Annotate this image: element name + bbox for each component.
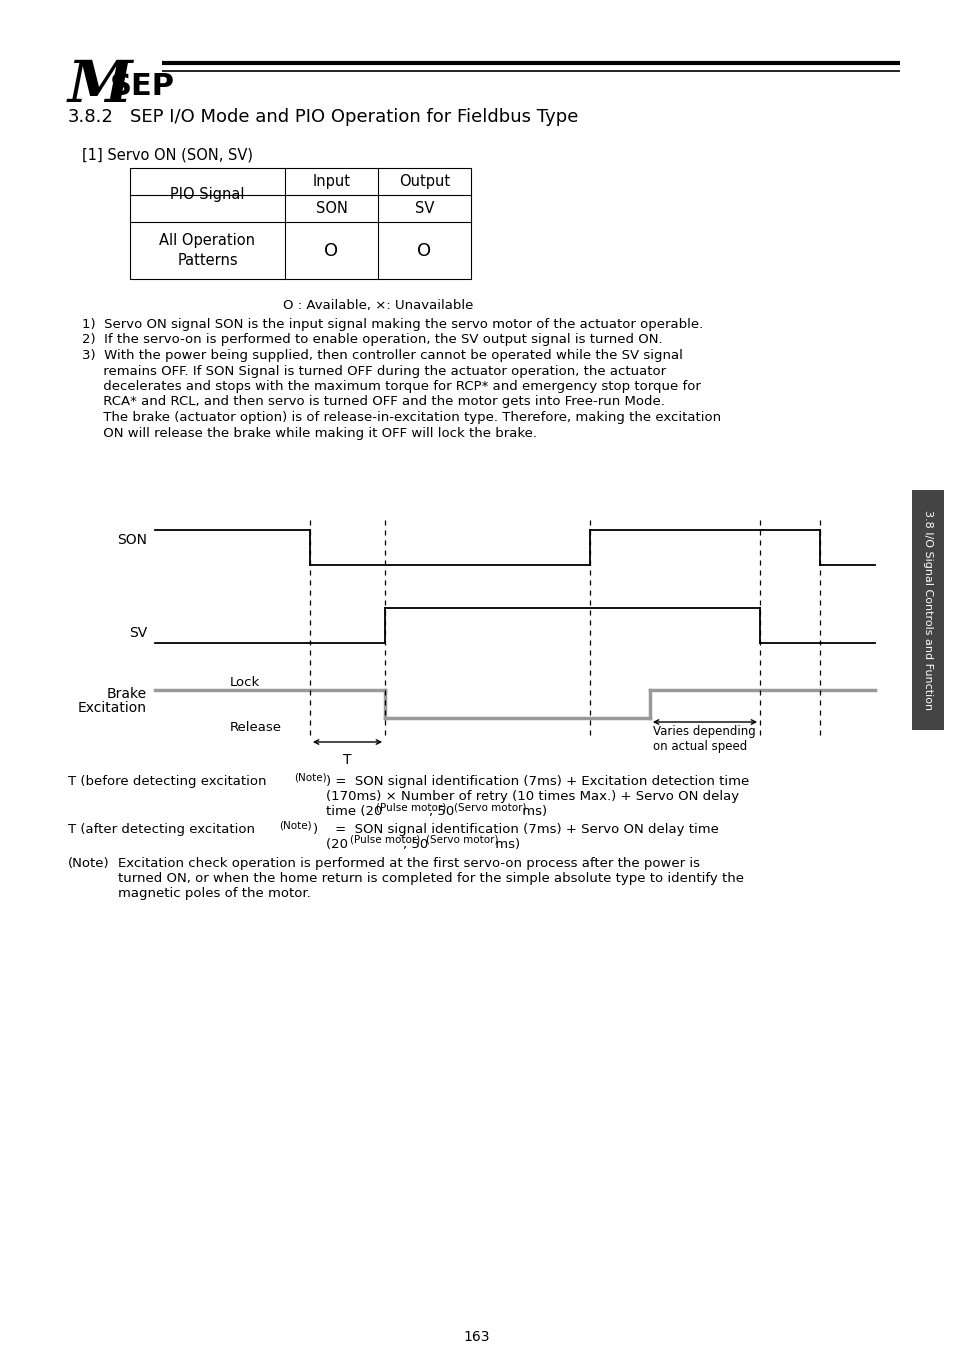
- Text: decelerates and stops with the maximum torque for RCP* and emergency stop torque: decelerates and stops with the maximum t…: [82, 379, 700, 393]
- Text: remains OFF. If SON Signal is turned OFF during the actuator operation, the actu: remains OFF. If SON Signal is turned OFF…: [82, 364, 665, 378]
- Text: SON: SON: [117, 533, 147, 547]
- Text: , 50: , 50: [429, 805, 458, 818]
- Text: SEP: SEP: [110, 72, 174, 101]
- Text: T: T: [343, 753, 352, 767]
- Text: 1)  Servo ON signal SON is the input signal making the servo motor of the actuat: 1) Servo ON signal SON is the input sign…: [82, 319, 702, 331]
- Text: (Servo motor): (Servo motor): [454, 802, 526, 811]
- Text: T (after detecting excitation: T (after detecting excitation: [68, 824, 259, 836]
- Text: SV: SV: [415, 201, 434, 216]
- Text: T (before detecting excitation: T (before detecting excitation: [68, 775, 271, 788]
- Text: 3.8 I/O Signal Controls and Function: 3.8 I/O Signal Controls and Function: [923, 510, 932, 710]
- Text: 3)  With the power being supplied, then controller cannot be operated while the : 3) With the power being supplied, then c…: [82, 350, 682, 362]
- Text: ON will release the brake while making it OFF will lock the brake.: ON will release the brake while making i…: [82, 427, 537, 440]
- Text: Excitation check operation is performed at the first servo-on process after the : Excitation check operation is performed …: [118, 857, 700, 869]
- Text: time (20: time (20: [326, 805, 386, 818]
- Text: (Note): (Note): [294, 772, 326, 782]
- Text: Input: Input: [313, 174, 350, 189]
- Text: SON: SON: [315, 201, 347, 216]
- Text: [1] Servo ON (SON, SV): [1] Servo ON (SON, SV): [82, 148, 253, 163]
- Text: SEP I/O Mode and PIO Operation for Fieldbus Type: SEP I/O Mode and PIO Operation for Field…: [130, 108, 578, 126]
- Text: O: O: [417, 242, 431, 259]
- Bar: [911, 490, 943, 730]
- Text: (20: (20: [326, 838, 352, 850]
- Text: Brake: Brake: [107, 687, 147, 701]
- Text: (170ms) × Number of retry (10 times Max.) + Servo ON delay: (170ms) × Number of retry (10 times Max.…: [326, 790, 739, 803]
- Text: M: M: [68, 58, 132, 115]
- Text: The brake (actuator option) is of release-in-excitation type. Therefore, making : The brake (actuator option) is of releas…: [82, 410, 720, 424]
- Bar: [130, 167, 471, 279]
- Text: Release: Release: [230, 721, 282, 734]
- Text: O: O: [324, 242, 338, 259]
- Text: turned ON, or when the home return is completed for the simple absolute type to : turned ON, or when the home return is co…: [118, 872, 743, 886]
- Text: (Pulse motor): (Pulse motor): [350, 836, 420, 845]
- Text: (Servo motor): (Servo motor): [426, 836, 498, 845]
- Text: (Pulse motor): (Pulse motor): [375, 802, 446, 811]
- Text: O : Available, ×: Unavailable: O : Available, ×: Unavailable: [282, 298, 473, 312]
- Text: 2)  If the servo-on is performed to enable operation, the SV output signal is tu: 2) If the servo-on is performed to enabl…: [82, 333, 662, 347]
- Text: (Note): (Note): [278, 819, 312, 830]
- Text: All Operation
Patterns: All Operation Patterns: [159, 234, 255, 267]
- Text: RCA* and RCL, and then servo is turned OFF and the motor gets into Free-run Mode: RCA* and RCL, and then servo is turned O…: [82, 396, 664, 409]
- Text: 163: 163: [463, 1330, 490, 1345]
- Text: ) =  SON signal identification (7ms) + Excitation detection time: ) = SON signal identification (7ms) + Ex…: [326, 775, 748, 788]
- Text: ms): ms): [517, 805, 547, 818]
- Text: Lock: Lock: [230, 676, 260, 688]
- Text: SV: SV: [129, 626, 147, 640]
- Text: ms): ms): [491, 838, 519, 850]
- Text: 3.8.2: 3.8.2: [68, 108, 113, 126]
- Text: Output: Output: [398, 174, 450, 189]
- Text: Excitation: Excitation: [78, 701, 147, 716]
- Text: magnetic poles of the motor.: magnetic poles of the motor.: [118, 887, 311, 900]
- Text: )    =  SON signal identification (7ms) + Servo ON delay time: ) = SON signal identification (7ms) + Se…: [313, 824, 719, 836]
- Text: Varies depending
on actual speed: Varies depending on actual speed: [652, 725, 755, 753]
- Text: (Note): (Note): [68, 857, 110, 869]
- Text: , 50: , 50: [402, 838, 432, 850]
- Text: PIO Signal: PIO Signal: [170, 188, 245, 202]
